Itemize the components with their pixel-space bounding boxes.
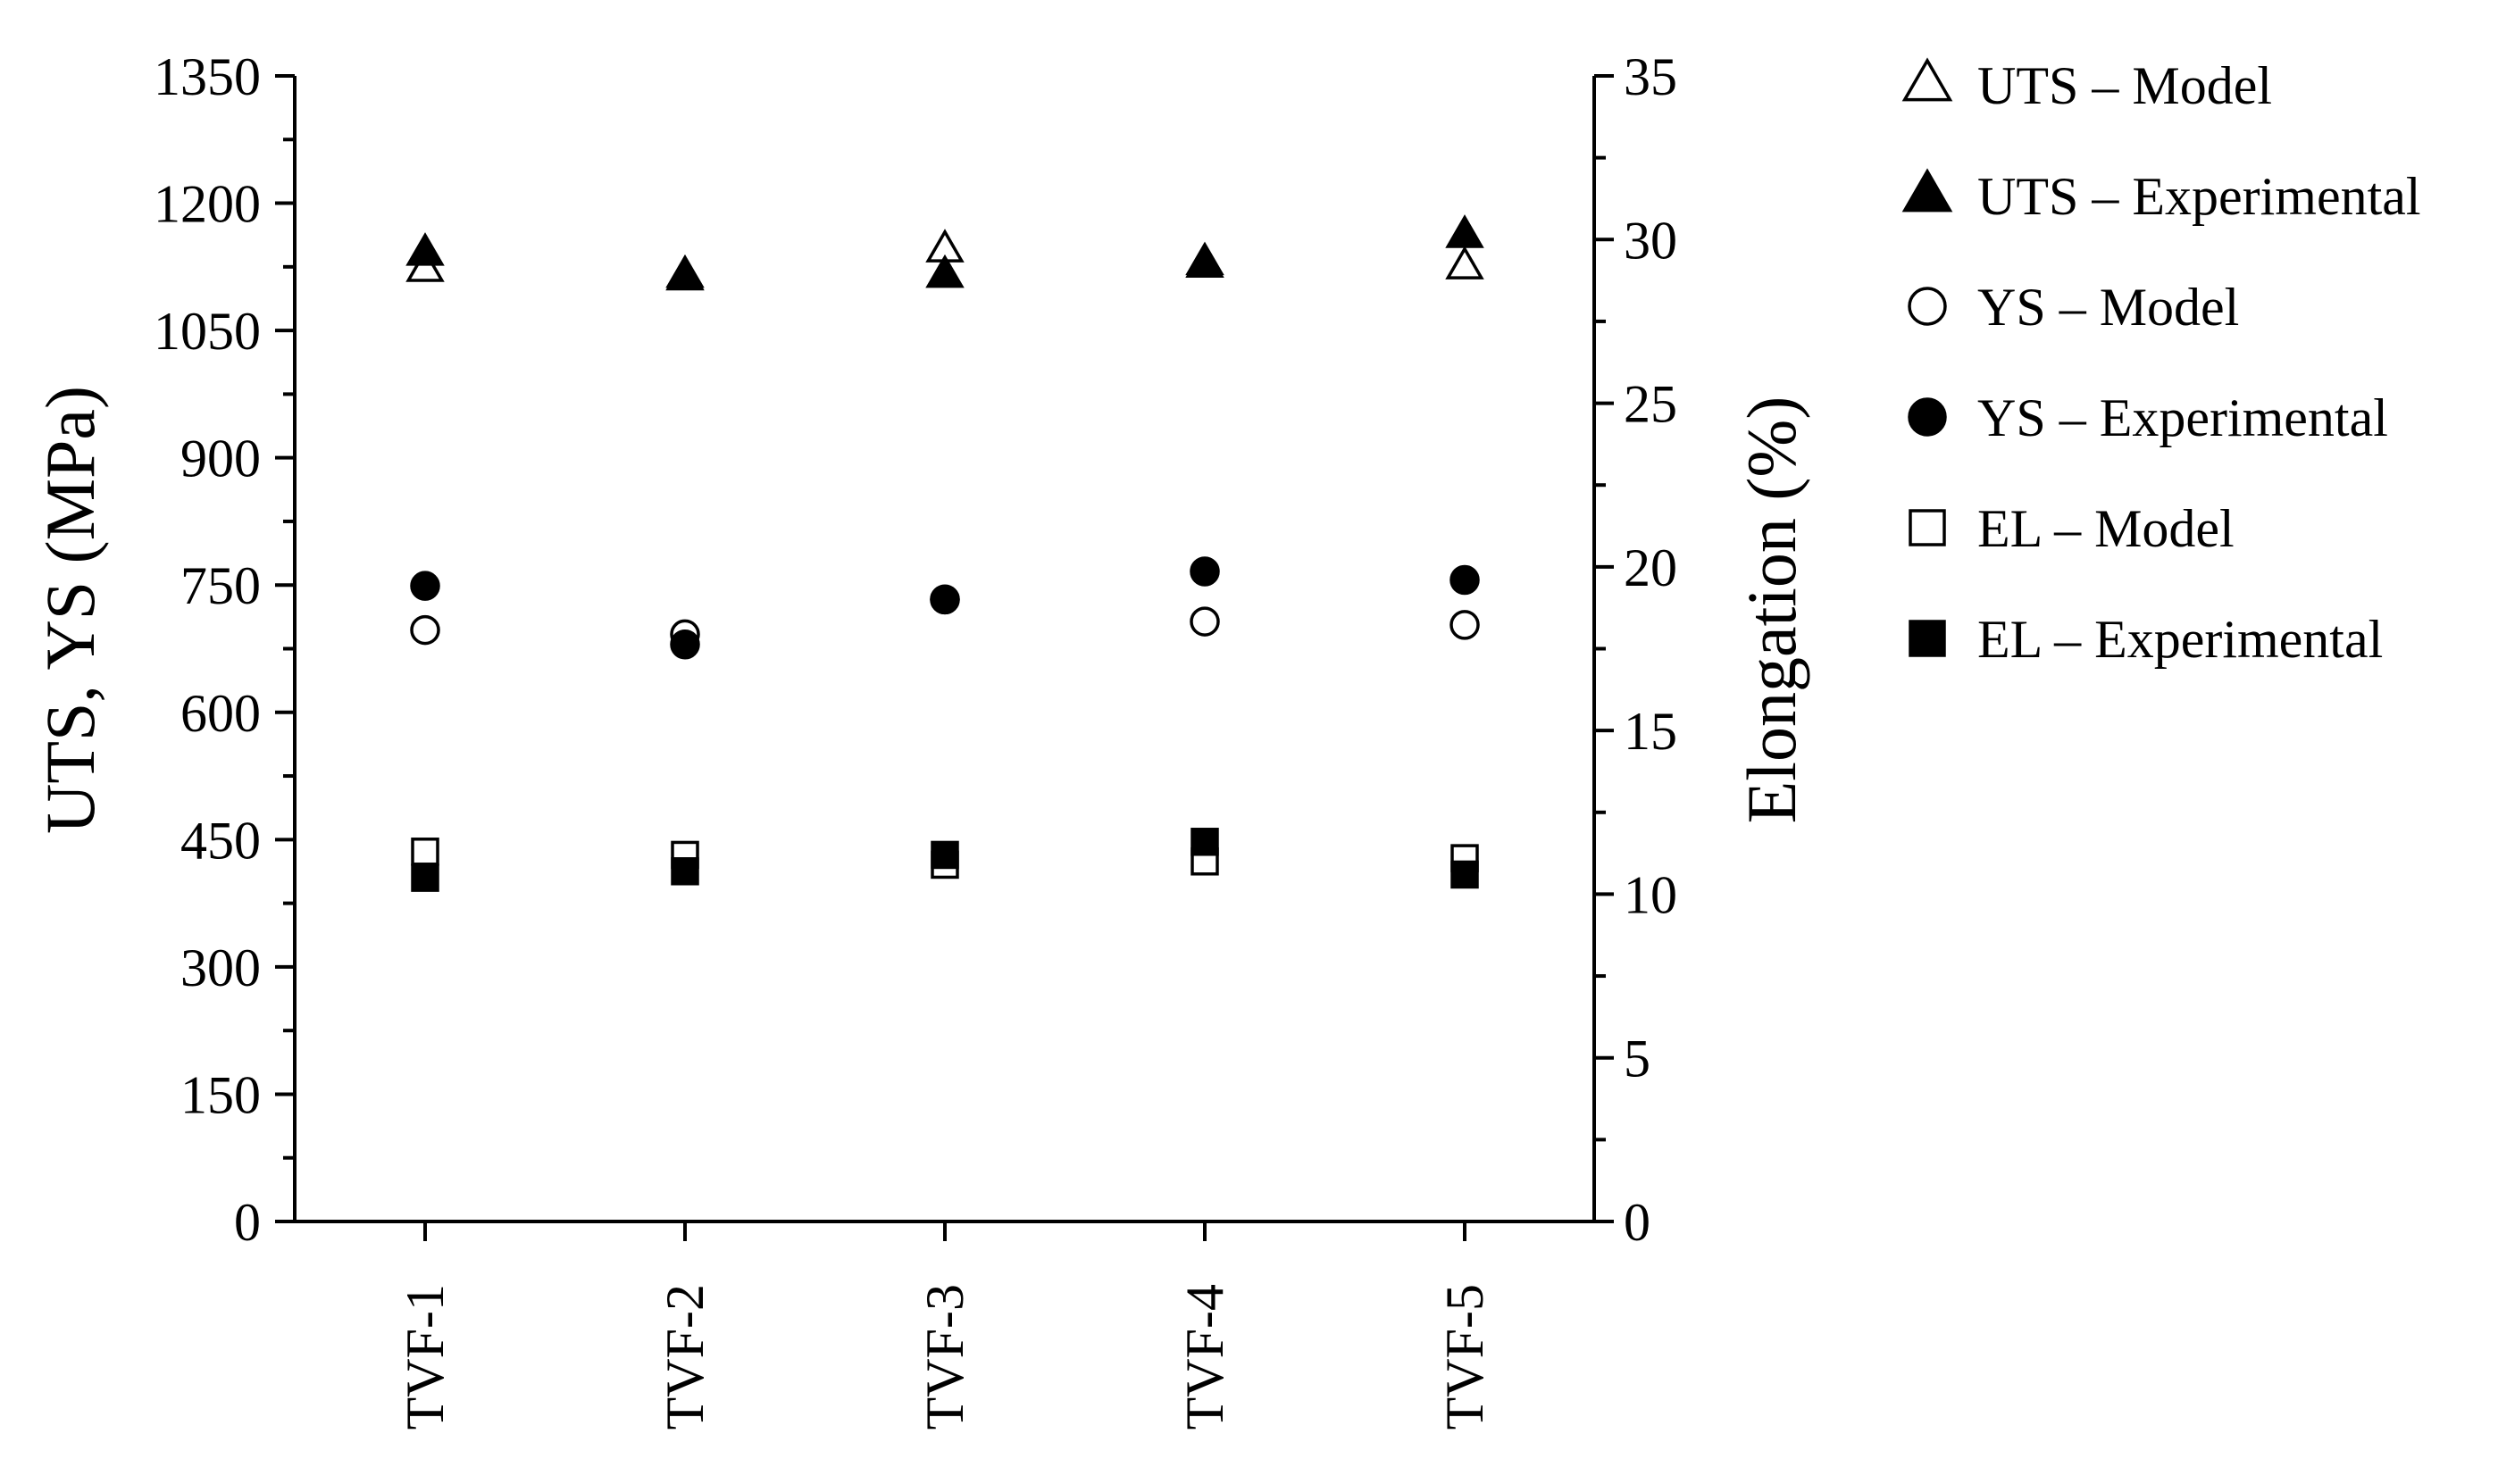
legend-label: EL – Model xyxy=(1977,499,2235,558)
left-tick-label: 1200 xyxy=(154,175,261,234)
legend-label: EL – Experimental xyxy=(1977,610,2383,669)
right-tick-label: 20 xyxy=(1624,538,1677,597)
data-points xyxy=(405,214,1484,892)
legend-marker xyxy=(1909,509,1946,546)
legend-label: YS – Experimental xyxy=(1977,388,2388,447)
legend-marker xyxy=(1908,287,1947,326)
right-tick-label: 30 xyxy=(1624,211,1677,270)
data-point xyxy=(1190,606,1220,637)
left-axis-ticks: 0 150 300 450 600 750 900 1050 1200 1350 xyxy=(154,47,295,1252)
data-point xyxy=(670,629,700,660)
right-tick-label: 15 xyxy=(1624,702,1677,761)
right-tick-label: 5 xyxy=(1624,1030,1650,1088)
legend-label: YS – Model xyxy=(1977,278,2239,337)
legend: UTS – Model UTS – Experimental YS – Model Y… xyxy=(1901,56,2421,669)
right-tick-label: 25 xyxy=(1624,375,1677,434)
category-label: TVF-5 xyxy=(1435,1284,1494,1430)
data-point xyxy=(1450,610,1480,640)
data-point xyxy=(1190,556,1220,587)
right-axis-ticks: 0 5 10 15 20 25 30 35 xyxy=(1594,47,1677,1252)
data-point xyxy=(931,840,959,870)
left-tick-label: 450 xyxy=(180,811,261,870)
data-point xyxy=(411,838,439,866)
left-tick-label: 1050 xyxy=(154,302,261,361)
data-point xyxy=(671,857,699,886)
left-tick-label: 300 xyxy=(180,938,261,997)
legend-label: UTS – Experimental xyxy=(1977,167,2421,226)
right-tick-label: 35 xyxy=(1624,47,1677,106)
series-3 xyxy=(410,556,1480,660)
category-label: TVF-2 xyxy=(656,1284,714,1430)
data-point xyxy=(1445,214,1484,248)
legend-marker xyxy=(1901,168,1953,213)
series-5 xyxy=(411,828,1479,892)
left-tick-label: 750 xyxy=(180,556,261,615)
legend-marker xyxy=(1909,620,1946,657)
legend-marker xyxy=(1901,57,1953,102)
right-tick-label: 10 xyxy=(1624,865,1677,924)
left-tick-label: 1350 xyxy=(154,47,261,106)
data-point xyxy=(1191,828,1219,856)
data-point xyxy=(1185,241,1224,276)
right-tick-label: 0 xyxy=(1624,1193,1650,1252)
data-point xyxy=(411,863,439,892)
series-1 xyxy=(405,214,1484,288)
data-point xyxy=(410,571,440,601)
category-ticks: TVF-1 TVF-2 TVF-3 TVF-4 TVF-5 xyxy=(396,1221,1494,1430)
data-point xyxy=(405,248,445,282)
left-tick-label: 900 xyxy=(180,429,261,488)
data-point xyxy=(930,584,960,615)
data-point xyxy=(405,232,445,266)
left-tick-label: 0 xyxy=(234,1193,261,1252)
data-point xyxy=(665,254,705,288)
data-point xyxy=(1450,860,1479,889)
category-label: TVF-4 xyxy=(1175,1284,1234,1430)
data-point xyxy=(1450,564,1480,596)
left-tick-label: 150 xyxy=(180,1065,261,1124)
data-point xyxy=(410,614,440,646)
left-axis-title: UTS, YS (MPa) xyxy=(31,386,109,834)
legend-marker xyxy=(1908,397,1947,437)
category-label: TVF-3 xyxy=(915,1284,974,1430)
data-point xyxy=(1445,246,1484,279)
category-label: TVF-1 xyxy=(396,1284,455,1430)
left-tick-label: 600 xyxy=(180,684,261,743)
data-point xyxy=(925,254,965,288)
right-axis-title: Elongation (%) xyxy=(1733,396,1810,824)
legend-label: UTS – Model xyxy=(1977,56,2272,115)
